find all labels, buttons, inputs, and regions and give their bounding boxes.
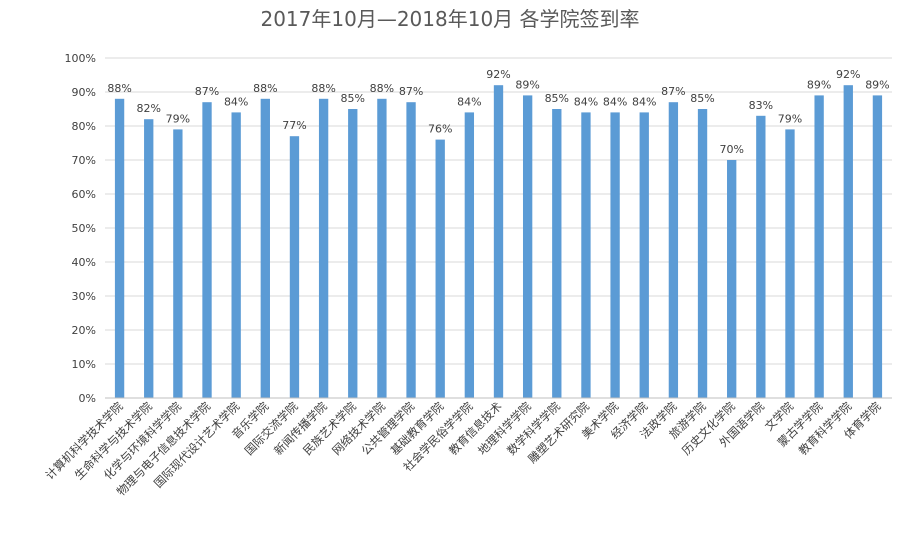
data-label: 83% (749, 99, 773, 112)
bar (289, 136, 300, 398)
bar (581, 112, 591, 399)
data-label: 92% (836, 68, 860, 81)
y-tick-label: 40% (72, 256, 96, 269)
bar (318, 98, 329, 399)
x-axis: 计算机科学技术学院生命科学与技术学院化学与环境科学学院物理与电子信息技术学院国际… (43, 399, 884, 499)
bar (756, 115, 766, 399)
bar (348, 109, 358, 398)
y-tick-label: 30% (72, 290, 96, 303)
bar (435, 139, 445, 398)
y-tick-label: 10% (72, 358, 96, 371)
data-label: 88% (253, 82, 277, 95)
bar (872, 95, 883, 399)
bar (173, 129, 183, 398)
data-label: 87% (195, 85, 219, 98)
bar (377, 98, 387, 399)
bar (260, 98, 270, 399)
bar (552, 109, 562, 398)
data-label: 89% (865, 78, 889, 91)
bar (114, 98, 125, 399)
bar (202, 102, 212, 398)
data-label: 77% (282, 119, 306, 132)
bar (610, 112, 620, 399)
data-label: 89% (807, 78, 831, 91)
y-tick-label: 60% (72, 188, 96, 201)
data-label: 89% (515, 78, 539, 91)
y-tick-label: 0% (79, 392, 96, 405)
bar (697, 109, 708, 398)
data-label: 85% (341, 92, 365, 105)
y-axis: 0% 10% 20% 30% 40% 50% 60% 70% 80% 90% 100% (65, 52, 96, 405)
bar (144, 119, 154, 398)
bar (814, 95, 824, 399)
y-tick-label: 90% (72, 86, 96, 99)
data-label: 92% (486, 68, 510, 81)
data-label: 88% (107, 82, 131, 95)
bar (785, 129, 795, 398)
data-label: 79% (778, 112, 802, 125)
data-label: 84% (224, 95, 248, 108)
data-label: 84% (603, 95, 627, 108)
data-label: 82% (136, 102, 160, 115)
bar (231, 112, 241, 399)
y-tick-label: 20% (72, 324, 96, 337)
data-labels: 88% 82% 79% 87% 84% 88% 77% 88% 85% 88% 87% 76% 84% 9… (107, 68, 889, 156)
bar (406, 102, 416, 398)
chart-title: 2017年10月—2018年10月 各学院签到率 (260, 7, 639, 31)
bar (639, 112, 649, 399)
bar (464, 112, 475, 399)
data-label: 84% (457, 95, 481, 108)
y-tick-label: 80% (72, 120, 96, 133)
bar (727, 160, 737, 398)
y-tick-label: 70% (72, 154, 96, 167)
data-label: 87% (661, 85, 685, 98)
bar (493, 85, 504, 398)
data-label: 70% (719, 143, 743, 156)
bars (114, 85, 883, 399)
y-tick-label: 50% (72, 222, 96, 235)
data-label: 88% (370, 82, 394, 95)
data-label: 76% (428, 123, 452, 136)
data-label: 85% (690, 92, 714, 105)
data-label: 79% (166, 112, 190, 125)
data-label: 84% (574, 95, 598, 108)
data-label: 85% (545, 92, 569, 105)
bar (668, 102, 679, 398)
data-label: 87% (399, 85, 423, 98)
data-label: 84% (632, 95, 656, 108)
y-tick-label: 100% (65, 52, 96, 65)
bar (843, 85, 853, 398)
data-label: 88% (311, 82, 335, 95)
bar (522, 95, 533, 399)
